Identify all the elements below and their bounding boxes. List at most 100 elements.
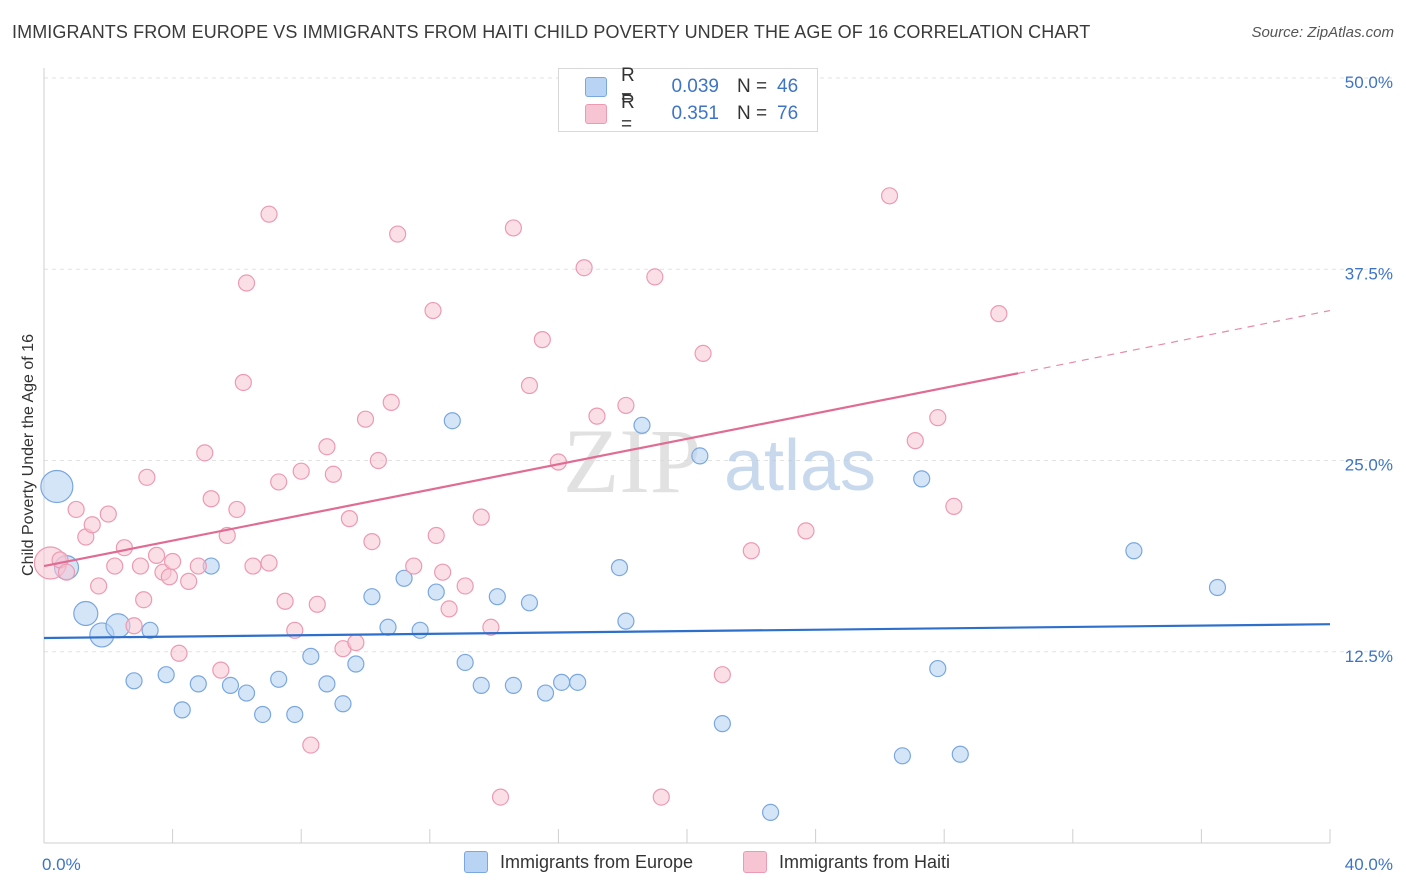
haiti-point [106, 557, 124, 575]
legend-r-value: 0.351 [671, 103, 719, 124]
correlation-legend: R = 0.039 N = 46 R = 0.351 N = 76 [558, 65, 818, 135]
haiti-point [363, 532, 381, 551]
europe-point [633, 416, 651, 434]
europe-point [713, 715, 731, 733]
haiti-point [318, 438, 336, 456]
haiti-point [90, 577, 108, 595]
haiti-point [180, 572, 198, 590]
europe-point [488, 588, 506, 606]
haiti-point [389, 225, 407, 243]
europe-point [569, 673, 587, 691]
europe-points [40, 412, 1227, 822]
y-tick-labels: 12.5% 25.0% 37.5% 50.0% [1345, 73, 1393, 666]
haiti-point [990, 305, 1008, 323]
haiti-point [196, 444, 214, 462]
legend-item-europe[interactable]: Immigrants from Europe [464, 851, 693, 873]
haiti-point [434, 563, 452, 581]
haiti-point [135, 591, 153, 609]
europe-point [40, 469, 74, 504]
haiti-point [57, 563, 76, 581]
europe-point [929, 659, 947, 678]
watermark-zip: ZIP [563, 410, 701, 512]
haiti-point [427, 526, 445, 545]
haiti-trend-extension [1018, 309, 1331, 374]
legend-n-value: 46 [777, 76, 799, 97]
haiti-point [533, 331, 551, 349]
haiti-point [244, 557, 262, 575]
europe-point [691, 447, 709, 465]
haiti-swatch [743, 851, 767, 873]
haiti-point [324, 465, 342, 483]
europe-point [536, 684, 555, 702]
europe-point [1208, 578, 1227, 597]
europe-point [456, 653, 474, 672]
europe-swatch [464, 851, 488, 873]
y-tick-label: 25.0% [1345, 456, 1393, 475]
europe-point [189, 675, 207, 693]
europe-point [893, 747, 912, 765]
haiti-point [302, 736, 320, 754]
haiti-point [67, 500, 85, 519]
haiti-point [742, 542, 760, 560]
europe-trend-line [43, 623, 1331, 640]
haiti-point [276, 592, 294, 610]
haiti-point [83, 516, 101, 534]
haiti-point [472, 508, 490, 526]
haiti-point [491, 788, 510, 806]
haiti-point [405, 557, 423, 575]
europe-point [617, 612, 635, 630]
haiti-point [234, 373, 252, 392]
haiti-point [945, 497, 963, 515]
haiti-point [694, 344, 712, 362]
europe-point [520, 594, 539, 612]
haiti-point [549, 453, 568, 471]
europe-point [427, 583, 445, 601]
y-tick-label: 12.5% [1345, 647, 1393, 666]
legend-label-europe: Immigrants from Europe [500, 851, 694, 872]
haiti-point [382, 393, 400, 411]
europe-point [237, 684, 256, 702]
haiti-point [520, 376, 539, 395]
europe-point [73, 600, 99, 627]
europe-point [334, 695, 352, 713]
haiti-point [929, 409, 947, 427]
haiti-point [504, 219, 522, 237]
haiti-points [33, 96, 1008, 806]
haiti-point [202, 490, 220, 508]
europe-point [472, 676, 490, 695]
haiti-point [115, 539, 133, 557]
europe-point [553, 673, 571, 691]
haiti-point [260, 205, 278, 223]
haiti-point [646, 268, 664, 286]
haiti-point [170, 644, 188, 662]
haiti-point [292, 462, 310, 480]
haiti-point [260, 554, 278, 572]
europe-point [411, 621, 429, 639]
europe-swatch [585, 77, 607, 97]
x-tick-label: 0.0% [42, 855, 81, 874]
europe-point [286, 705, 304, 724]
haiti-point [347, 633, 365, 652]
haiti-point [617, 396, 635, 415]
europe-point [379, 618, 397, 636]
haiti-point [713, 666, 731, 684]
legend-r-value: 0.039 [671, 76, 719, 97]
haiti-point [340, 510, 359, 528]
legend-n-value: 76 [777, 103, 799, 124]
haiti-point [237, 274, 256, 292]
haiti-point [797, 522, 815, 540]
europe-point [221, 676, 240, 695]
y-tick-label: 37.5% [1345, 264, 1393, 283]
europe-point [761, 803, 780, 822]
legend-n-label: N = [737, 76, 768, 97]
haiti-point [575, 259, 593, 277]
europe-point [443, 412, 461, 430]
legend-item-haiti[interactable]: Immigrants from Haiti [743, 851, 950, 873]
watermark-atlas: atlas [724, 426, 876, 506]
europe-point [318, 675, 336, 693]
europe-point [913, 470, 931, 488]
haiti-point [138, 468, 156, 486]
europe-point [610, 558, 629, 577]
series-legend: Immigrants from Europe Immigrants from H… [0, 851, 1406, 879]
